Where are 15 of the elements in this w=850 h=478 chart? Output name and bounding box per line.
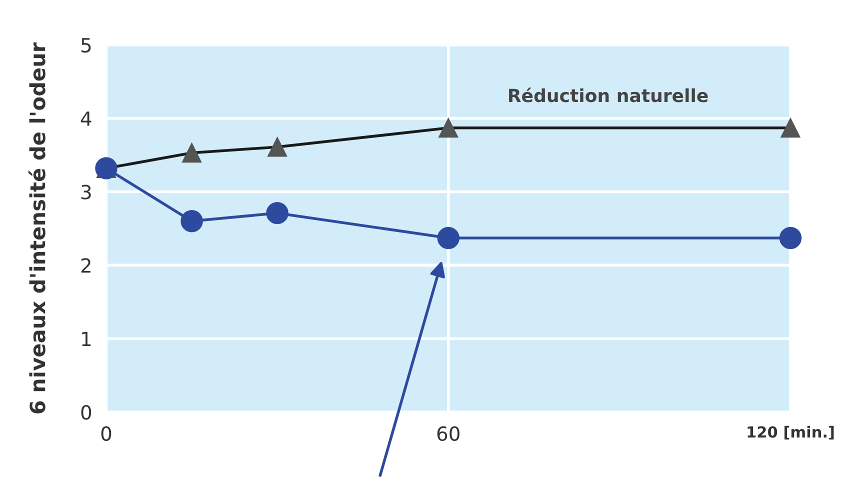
y-tick-label: 3 [81,184,91,200]
y-tick-label: 0 [81,404,92,420]
series-label: Réduction naturelle [509,88,708,102]
y-tick-label: 5 [81,38,91,53]
point [437,226,460,250]
y-tick-label: 2 [81,258,90,273]
x-tick-label: 120 [min.] [748,426,834,440]
x-tick-label: 60 [437,426,460,441]
y-axis-title: 6 niveaux d'intensité de l'odeur [28,42,46,414]
y-tick-label: 1 [82,332,91,346]
point [180,210,203,232]
x-tick-label: 0 [101,426,112,441]
point [266,202,288,224]
point [779,226,802,250]
y-tick-label: 4 [80,112,92,126]
